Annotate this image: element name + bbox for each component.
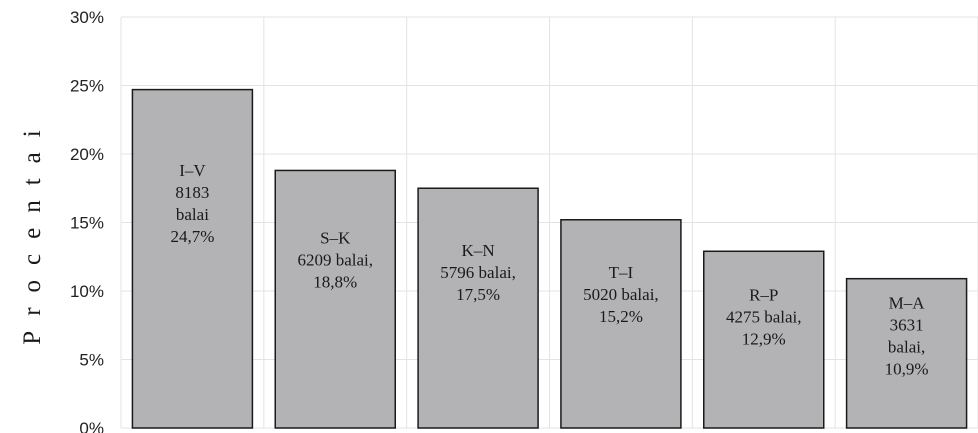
bar-label: T–I 5020 balai, 15,2% <box>583 263 659 326</box>
bar-label: R–P 4275 balai, 12,9% <box>726 285 802 348</box>
y-tick-label: 10% <box>70 282 104 301</box>
bar-1 <box>131 88 254 429</box>
bar-label-line: 8183 <box>175 183 209 202</box>
bar-label: M–A 3631 balai, 10,9% <box>885 293 929 378</box>
grid-lines <box>120 16 978 429</box>
bar-3 <box>417 187 539 429</box>
bar-label-line: 5796 balai, <box>440 263 516 282</box>
y-tick-label: 25% <box>70 77 104 96</box>
bar-2 <box>274 169 396 429</box>
bar-label-line: 10,9% <box>885 359 929 378</box>
y-tick-label: 30% <box>70 8 104 27</box>
bar-label-line: 5020 balai, <box>583 285 659 304</box>
bar-4 <box>560 219 682 429</box>
bar-label-line: 4275 balai, <box>726 307 802 326</box>
bar-label-line: balai, <box>888 337 925 356</box>
bar-label-line: S–K <box>320 229 351 248</box>
bar-label-line: balai <box>176 205 209 224</box>
bar-label: S–K 6209 balai, 18,8% <box>297 229 373 292</box>
y-tick-label: 0% <box>79 419 104 433</box>
bar-label-line: 12,9% <box>742 329 786 348</box>
bar-label-line: 17,5% <box>456 285 500 304</box>
bar-label-line: 18,8% <box>313 273 357 292</box>
bar-label-line: K–N <box>462 241 495 260</box>
bars <box>131 88 968 429</box>
bar-6 <box>845 277 968 429</box>
y-tick-label: 15% <box>70 214 104 233</box>
bar-label: K–N 5796 balai, 17,5% <box>440 241 516 304</box>
y-axis-ticks: 0% 5% 10% 15% 20% 25% 30% <box>70 8 104 433</box>
y-tick-label: 20% <box>70 145 104 164</box>
bar-5 <box>703 250 825 429</box>
bar-label-line: 3631 <box>890 315 924 334</box>
bar-label-line: I–V <box>179 161 206 180</box>
bar-label-line: 15,2% <box>599 307 643 326</box>
y-axis-label: Procentai <box>19 115 46 344</box>
bar-label-line: M–A <box>889 293 926 312</box>
bar-label-line: 6209 balai, <box>297 251 373 270</box>
bar-label-line: 24,7% <box>170 227 214 246</box>
bar-label-line: R–P <box>749 285 778 304</box>
bar-label: I–V 8183 balai 24,7% <box>170 161 214 246</box>
bar-labels: I–V 8183 balai 24,7% S–K 6209 balai, 18,8% K–N 5… <box>170 161 928 378</box>
y-tick-label: 5% <box>79 351 104 370</box>
bar-label-line: T–I <box>609 263 634 282</box>
